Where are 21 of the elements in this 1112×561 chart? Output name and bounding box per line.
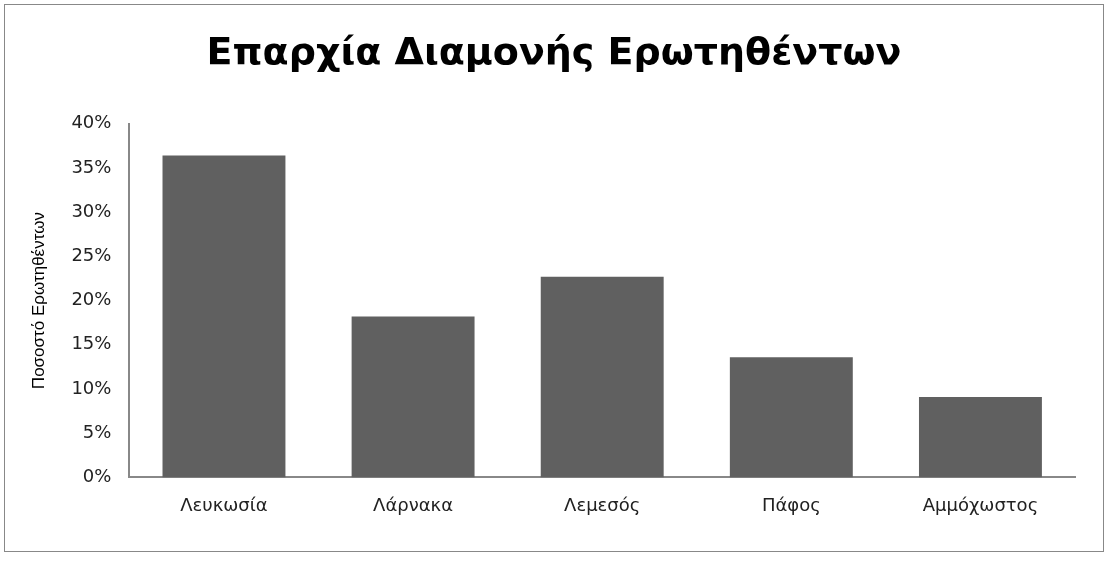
x-tick-label: Αμμόχωστος	[922, 493, 1039, 515]
y-tick-label: 15%	[71, 332, 112, 354]
y-tick-label: 0%	[82, 465, 112, 487]
x-tick-label: Λάρνακα	[373, 493, 454, 515]
chart-title: Επαρχία Διαμονής Ερωτηθέντων	[205, 29, 903, 73]
bar	[162, 155, 286, 478]
bar	[918, 396, 1042, 478]
x-tick-label: Λεμεσός	[564, 493, 641, 515]
bar	[351, 316, 475, 478]
y-tick-label: 30%	[71, 199, 112, 221]
y-tick-label: 10%	[71, 376, 112, 398]
y-axis-title: Ποσοστό Ερωτηθέντων	[28, 212, 48, 390]
x-tick-label: Πάφος	[761, 493, 821, 515]
x-tick-label: Λευκωσία	[180, 493, 268, 515]
y-tick-label: 40%	[71, 111, 112, 133]
bar	[540, 276, 664, 478]
y-tick-label: 5%	[82, 420, 112, 442]
y-tick-label: 20%	[71, 288, 112, 310]
y-tick-label: 25%	[71, 244, 112, 266]
bar	[729, 357, 853, 478]
y-tick-label: 35%	[71, 155, 112, 177]
